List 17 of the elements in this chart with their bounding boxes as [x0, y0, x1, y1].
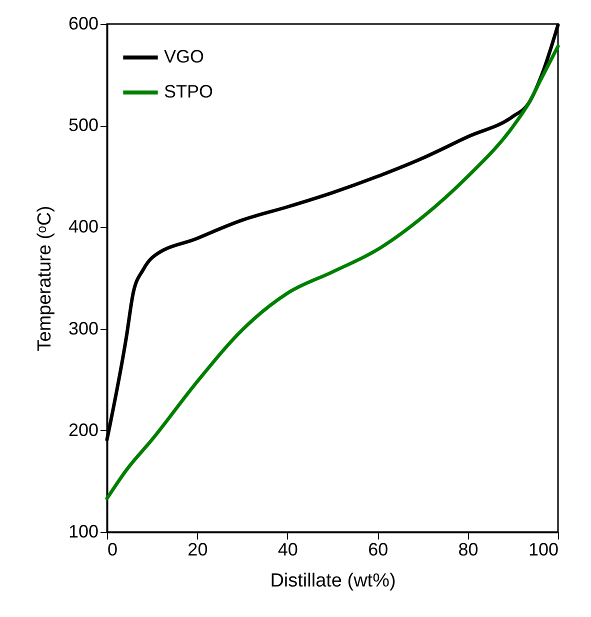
y-tick-label: 300	[68, 318, 98, 338]
y-tick-label: 600	[68, 14, 98, 34]
legend-label: STPO	[164, 82, 214, 102]
x-axis-title: Distillate (wt%)	[270, 570, 396, 592]
x-tick-label: 60	[368, 540, 388, 560]
x-tick-label: 20	[188, 540, 208, 560]
y-tick-label: 200	[68, 420, 98, 440]
x-tick-label: 80	[458, 540, 478, 560]
x-tick-label: 100	[528, 540, 558, 560]
y-tick-label: 400	[68, 216, 98, 237]
y-axis-title: Temperature (ᵒC)	[34, 206, 56, 352]
x-tick-label: 0	[108, 540, 118, 560]
line-series	[105, 44, 560, 500]
y-tick-label: 500	[68, 115, 98, 136]
legend-label: VGO	[164, 46, 204, 66]
x-tick-label: 40	[278, 540, 298, 560]
y-tick-label: 100	[68, 522, 98, 542]
